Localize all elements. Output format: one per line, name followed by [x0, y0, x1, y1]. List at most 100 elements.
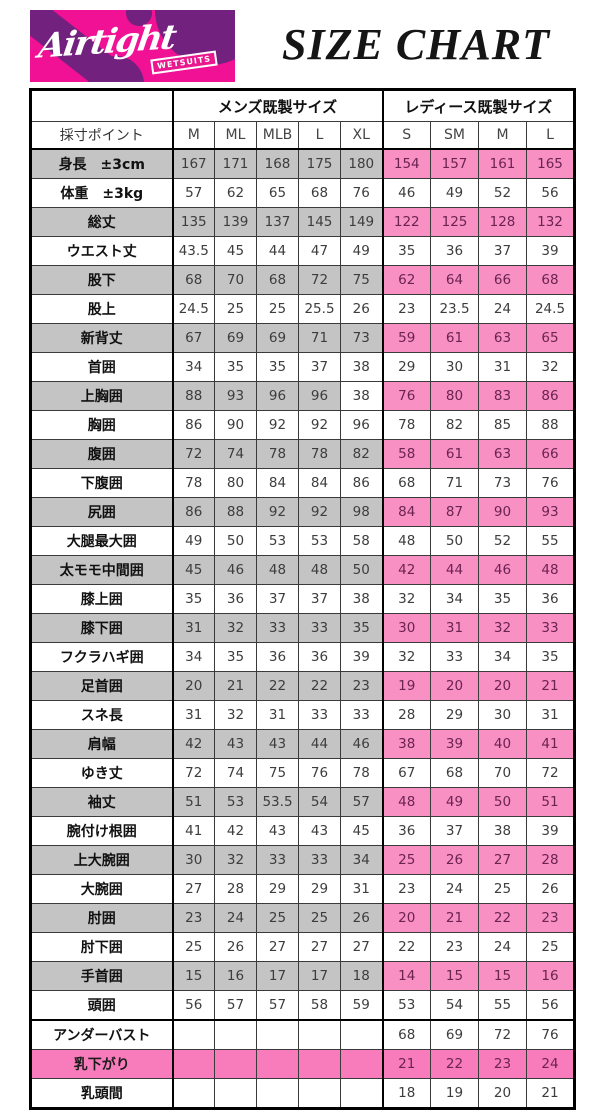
table-row: 太モモ中間囲 45 46 48 48 50 42 44 46 48: [30, 555, 575, 585]
measurement-cell-ladies: 19: [381, 671, 431, 701]
measurement-cell-ladies: 25: [381, 845, 431, 875]
measurement-cell-ladies: 20: [478, 1078, 527, 1109]
measurement-cell-ladies: 50: [430, 526, 479, 556]
measurement-cell-mens: 62: [214, 178, 257, 208]
measurement-cell-ladies: 24: [478, 294, 527, 324]
row-label: 総丈: [30, 207, 173, 237]
row-label: スネ長: [30, 700, 173, 730]
measurement-cell-mens: [171, 1049, 215, 1079]
measurement-cell-ladies: 18: [381, 1078, 431, 1109]
table-row: ウエスト丈 43.5 45 44 47 49 35 36 37 39: [30, 236, 575, 266]
measurement-cell-mens: 43.5: [171, 236, 215, 266]
measurement-cell-mens: [340, 1078, 383, 1109]
measurement-cell-mens: 72: [171, 758, 215, 788]
measurement-cell-mens: 33: [256, 613, 299, 643]
measurement-cell-mens: 84: [256, 468, 299, 498]
row-label: 乳頭間: [30, 1078, 173, 1109]
measurement-cell-ladies: 88: [526, 410, 575, 440]
measurement-cell-ladies: 165: [526, 148, 575, 179]
measurement-cell-mens: 44: [256, 236, 299, 266]
measurement-cell-mens: 68: [256, 265, 299, 295]
measurement-cell-mens: 37: [256, 584, 299, 614]
measurement-cell-mens: 32: [214, 845, 257, 875]
measurement-cell-mens: 33: [298, 845, 341, 875]
measurement-cell-ladies: 24: [526, 1049, 575, 1079]
size-col-header-ladies: S: [381, 121, 431, 150]
measurement-cell-mens: 93: [214, 381, 257, 411]
measurement-cell-ladies: 128: [478, 207, 527, 237]
measurement-cell-ladies: 15: [478, 961, 527, 991]
measurement-cell-ladies: 16: [526, 961, 575, 991]
measurement-cell-mens: [298, 1078, 341, 1109]
measurement-cell-mens: 22: [298, 671, 341, 701]
measurement-cell-ladies: 21: [526, 671, 575, 701]
table-row: 身長 ±3cm 167 171 168 175 180 154 157 161 165: [30, 148, 575, 179]
table-row: 股下 68 70 68 72 75 62 64 66 68: [30, 265, 575, 295]
row-label: 袖丈: [30, 787, 173, 817]
table-row: 腹囲 72 74 78 78 82 58 61 63 66: [30, 439, 575, 469]
measurement-cell-ladies: 26: [430, 845, 479, 875]
measurement-cell-mens: 48: [298, 555, 341, 585]
size-header-row: 採寸ポイント M ML MLB L XL S SM M L: [30, 121, 575, 150]
table-row: 下腹囲 78 80 84 84 86 68 71 73 76: [30, 468, 575, 498]
table-row: フクラハギ囲 34 35 36 36 39 32 33 34 35: [30, 642, 575, 672]
measurement-cell-mens: 78: [171, 468, 215, 498]
measurement-cell-mens: 167: [171, 148, 215, 179]
row-label: 頭囲: [30, 990, 173, 1021]
measurement-cell-ladies: 154: [381, 148, 431, 179]
measurement-cell-ladies: 125: [430, 207, 479, 237]
table-row: 総丈 135 139 137 145 149 122 125 128 132: [30, 207, 575, 237]
measurement-cell-mens: 35: [214, 352, 257, 382]
measurement-cell-mens: 78: [340, 758, 383, 788]
row-label: 尻囲: [30, 497, 173, 527]
row-label: 大腕囲: [30, 874, 173, 904]
table-row: 腕付け根囲 41 42 43 43 45 36 37 38 39: [30, 816, 575, 846]
measurement-cell-ladies: 58: [381, 439, 431, 469]
measurement-cell-mens: 54: [298, 787, 341, 817]
measurement-cell-ladies: 15: [430, 961, 479, 991]
measurement-cell-mens: 68: [298, 178, 341, 208]
measurement-cell-mens: 168: [256, 148, 299, 179]
measurement-cell-ladies: 85: [478, 410, 527, 440]
measurement-cell-mens: 57: [171, 178, 215, 208]
measurement-cell-ladies: 40: [478, 729, 527, 759]
ladies-group-header: レディース既製サイズ: [381, 89, 575, 122]
measurement-cell-ladies: 21: [381, 1049, 431, 1079]
measurement-cell-mens: 74: [214, 758, 257, 788]
measurement-cell-ladies: 69: [430, 1019, 479, 1050]
table-row: 手首囲 15 16 17 17 18 14 15 15 16: [30, 961, 575, 991]
measurement-cell-mens: 57: [256, 990, 299, 1021]
measurement-cell-mens: 28: [214, 874, 257, 904]
size-col-header-mens: XL: [340, 121, 383, 150]
measurement-cell-ladies: 65: [526, 323, 575, 353]
row-label: 首囲: [30, 352, 173, 382]
measurement-cell-mens: 149: [340, 207, 383, 237]
measurement-cell-ladies: 42: [381, 555, 431, 585]
measurement-cell-ladies: 37: [430, 816, 479, 846]
measurement-cell-ladies: 56: [526, 178, 575, 208]
measurement-cell-ladies: 23: [526, 903, 575, 933]
brand-logo: Airtight WETSUITS: [30, 10, 235, 82]
measurement-cell-mens: 50: [214, 526, 257, 556]
measurement-cell-mens: 41: [171, 816, 215, 846]
table-row: 大腿最大囲 49 50 53 53 58 48 50 52 55: [30, 526, 575, 556]
measurement-cell-mens: 56: [171, 990, 215, 1021]
measurement-cell-mens: 26: [340, 294, 383, 324]
row-label: 身長 ±3cm: [30, 148, 173, 179]
measurement-cell-mens: 50: [340, 555, 383, 585]
measurement-cell-ladies: 76: [526, 468, 575, 498]
measurement-cell-ladies: 48: [381, 787, 431, 817]
measurement-cell-mens: [214, 1078, 257, 1109]
measurement-cell-mens: 20: [171, 671, 215, 701]
measurement-cell-mens: 16: [214, 961, 257, 991]
table-row: ゆき丈 72 74 75 76 78 67 68 70 72: [30, 758, 575, 788]
measurement-cell-mens: 53.5: [256, 787, 299, 817]
measurement-cell-mens: 57: [214, 990, 257, 1021]
table-row: 胸囲 86 90 92 92 96 78 82 85 88: [30, 410, 575, 440]
row-label: 肩幅: [30, 729, 173, 759]
measurement-cell-mens: 31: [256, 700, 299, 730]
measurement-cell-mens: 72: [298, 265, 341, 295]
measurement-cell-ladies: 23.5: [430, 294, 479, 324]
measurement-cell-mens: 37: [298, 584, 341, 614]
measurement-cell-ladies: 37: [478, 236, 527, 266]
